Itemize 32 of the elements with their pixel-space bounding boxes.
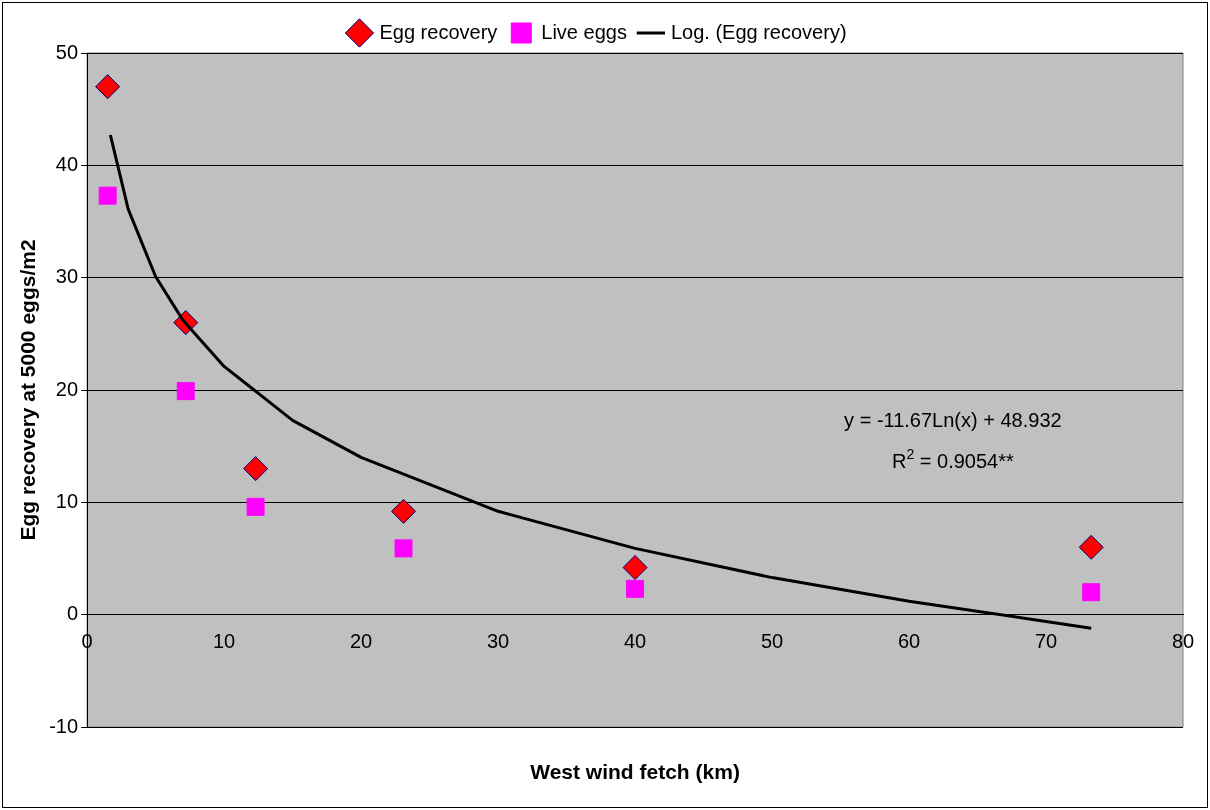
point bbox=[246, 497, 265, 516]
point bbox=[394, 539, 413, 558]
annotation: y = -11.67Ln(x) + 48.932 bbox=[844, 409, 1062, 432]
x-tick-label: 70 bbox=[1034, 630, 1058, 653]
legend-label: Log. (Egg recovery) bbox=[670, 20, 847, 43]
point bbox=[1078, 534, 1104, 560]
point bbox=[1082, 583, 1101, 602]
x-tick-label: 20 bbox=[349, 630, 373, 653]
y-tick-label: 50 bbox=[55, 40, 79, 63]
point bbox=[95, 74, 121, 100]
x-tick-label: 40 bbox=[623, 630, 647, 653]
x-tick-label: 60 bbox=[897, 630, 921, 653]
y-tick-label: -10 bbox=[49, 714, 79, 737]
x-tick-label: 10 bbox=[212, 630, 236, 653]
point bbox=[176, 382, 195, 401]
y-tick-label: 10 bbox=[55, 489, 79, 512]
point bbox=[391, 498, 417, 524]
x-tick-label: 30 bbox=[486, 630, 510, 653]
x-tick-label: 80 bbox=[1171, 630, 1195, 653]
point bbox=[243, 456, 269, 482]
y-tick-label: 30 bbox=[55, 265, 79, 288]
point bbox=[98, 186, 117, 205]
point bbox=[622, 554, 648, 580]
y-tick-label: 40 bbox=[55, 152, 79, 175]
legend-label: Egg recovery bbox=[379, 20, 498, 43]
legend-label: Live eggs bbox=[541, 20, 627, 43]
point bbox=[626, 579, 645, 598]
x-axis-title: West wind fetch (km) bbox=[530, 759, 740, 783]
y-tick-label: 20 bbox=[55, 377, 79, 400]
y-tick-label: 0 bbox=[66, 602, 79, 625]
x-tick-label: 50 bbox=[760, 630, 784, 653]
y-axis-title: Egg recovery at 5000 eggs/m2 bbox=[16, 239, 40, 541]
